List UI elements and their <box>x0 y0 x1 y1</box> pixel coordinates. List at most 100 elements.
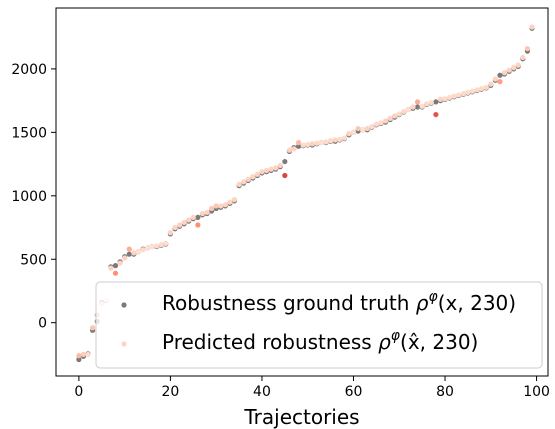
predicted-point <box>250 174 256 180</box>
predicted-point <box>405 106 412 113</box>
x-tick-label: 20 <box>162 384 180 400</box>
predicted-point <box>309 141 315 147</box>
x-tick-label: 0 <box>74 384 83 400</box>
predicted-point <box>163 240 169 246</box>
predicted-point <box>433 111 439 118</box>
predicted-point <box>360 127 366 133</box>
predicted-point <box>140 247 146 253</box>
x-tick-label: 60 <box>345 384 363 400</box>
predicted-point <box>277 162 283 168</box>
x-tick-label: 40 <box>253 384 271 400</box>
predicted-point <box>488 81 494 87</box>
predicted-point <box>117 260 123 266</box>
predicted-point <box>428 99 434 106</box>
plot-frame <box>55 7 549 377</box>
ground-truth-point <box>497 72 503 78</box>
ground-truth-point <box>414 104 421 110</box>
predicted-point <box>282 172 288 179</box>
predicted-point <box>236 181 242 187</box>
predicted-point <box>291 146 297 152</box>
predicted-point <box>300 142 306 148</box>
predicted-point <box>158 242 164 248</box>
predicted-point <box>273 165 279 171</box>
ground-truth-point <box>112 263 119 269</box>
predicted-point <box>295 139 302 146</box>
predicted-point <box>149 243 155 250</box>
predicted-point <box>328 138 334 144</box>
predicted-point <box>199 210 206 217</box>
predicted-point <box>511 65 517 71</box>
ground-truth-point <box>282 158 288 165</box>
x-axis-title: Trajectories <box>243 405 359 429</box>
x-tick-label: 100 <box>523 384 550 400</box>
predicted-point <box>231 197 238 203</box>
predicted-point <box>154 243 160 249</box>
predicted-point <box>85 351 91 358</box>
predicted-point <box>529 24 535 30</box>
predicted-point <box>369 124 375 130</box>
predicted-point <box>456 92 462 98</box>
predicted-point <box>401 108 407 115</box>
predicted-point <box>227 199 233 205</box>
predicted-point <box>424 101 430 107</box>
legend-box <box>95 281 543 369</box>
predicted-point <box>474 87 480 93</box>
predicted-point <box>437 96 444 102</box>
predicted-point <box>218 203 224 209</box>
legend-label-ground-truth: Robustness ground truth ρφ(x, 230) <box>162 289 516 315</box>
ground-truth-point <box>195 214 201 220</box>
y-tick-label: 500 <box>20 252 47 268</box>
ground-truth-point <box>295 143 302 149</box>
predicted-point <box>392 113 398 119</box>
predicted-point <box>479 85 485 92</box>
ground-truth-point <box>76 356 82 363</box>
predicted-point <box>259 169 265 175</box>
predicted-point <box>144 245 151 251</box>
predicted-point <box>451 93 457 99</box>
y-tick-label: 2000 <box>11 62 47 78</box>
predicted-point <box>286 147 293 153</box>
predicted-point <box>483 84 489 90</box>
predicted-point <box>497 79 503 85</box>
predicted-point <box>515 62 521 68</box>
predicted-point <box>122 255 128 261</box>
legend-marker-predicted <box>121 341 127 347</box>
predicted-point <box>382 118 389 124</box>
ground-truth-point <box>433 99 439 105</box>
y-tick-label: 0 <box>38 316 47 332</box>
predicted-point <box>414 99 421 105</box>
predicted-point <box>222 202 228 208</box>
predicted-point <box>346 131 352 137</box>
predicted-point <box>112 270 119 276</box>
predicted-point <box>176 222 183 228</box>
predicted-point <box>387 115 393 121</box>
x-tick-label: 80 <box>436 384 454 400</box>
predicted-point <box>492 76 498 82</box>
predicted-point <box>80 351 87 358</box>
legend-marker-ground-truth <box>121 302 127 308</box>
predicted-point <box>373 121 379 127</box>
legend-label-predicted: Predicted robustness ρφ(x̂, 230) <box>162 328 478 354</box>
predicted-point <box>181 219 187 226</box>
predicted-point <box>90 325 96 331</box>
predicted-point <box>195 222 201 228</box>
ground-truth-point <box>126 251 132 257</box>
predicted-point <box>460 91 466 97</box>
predicted-point <box>469 88 476 94</box>
predicted-point <box>323 139 329 145</box>
predicted-point <box>355 125 361 132</box>
predicted-point <box>172 224 178 231</box>
predicted-point <box>126 246 132 252</box>
predicted-point <box>318 139 325 146</box>
predicted-point <box>209 205 215 212</box>
x-axis: 0 20 40 60 80 100 <box>74 376 550 400</box>
predicted-point <box>135 249 141 255</box>
predicted-point <box>410 104 416 110</box>
predicted-point <box>108 265 114 271</box>
predicted-point <box>524 46 531 52</box>
predicted-point <box>364 125 370 132</box>
predicted-point <box>501 70 508 76</box>
predicted-point <box>350 129 357 135</box>
y-axis: 0 500 1000 1500 2000 <box>11 62 56 332</box>
